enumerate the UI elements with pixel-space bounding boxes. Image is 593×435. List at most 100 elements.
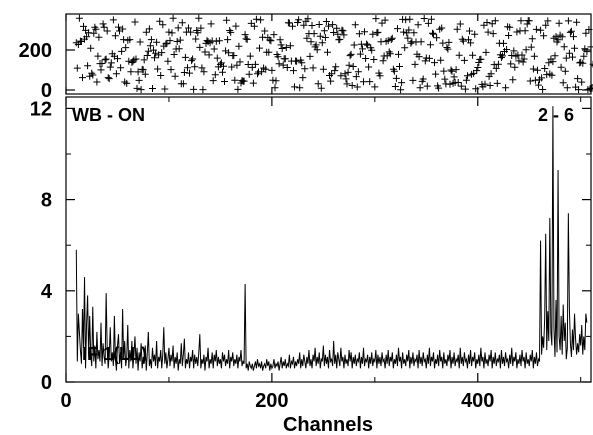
phase-point — [98, 60, 106, 67]
phase-point — [513, 28, 521, 36]
phase-point — [353, 83, 361, 91]
phase-point — [489, 30, 497, 38]
phase-point — [141, 70, 149, 78]
phase-point — [171, 72, 179, 80]
phase-point — [144, 47, 152, 55]
phase-point — [197, 24, 205, 32]
phase-point — [168, 29, 176, 37]
phase-point — [535, 81, 542, 89]
phase-point — [386, 50, 394, 58]
phase-point — [303, 34, 311, 42]
phase-point — [363, 40, 371, 48]
phase-point — [405, 26, 413, 34]
phase-point — [374, 28, 382, 36]
phase-point — [440, 67, 448, 75]
phase-point — [114, 55, 121, 63]
phase-point — [331, 67, 339, 75]
phase-point — [309, 64, 317, 72]
phase-point — [534, 66, 541, 74]
phase-point — [486, 82, 494, 89]
phase-point — [279, 61, 287, 69]
phase-point — [137, 86, 145, 94]
phase-point — [538, 74, 546, 82]
phase-point — [245, 70, 253, 78]
phase-point — [271, 84, 279, 92]
phase-point — [491, 17, 499, 25]
phase-point — [562, 54, 570, 62]
phase-point — [139, 66, 147, 74]
phase-point — [551, 52, 559, 60]
phase-point — [184, 64, 191, 72]
phase-point — [196, 43, 204, 51]
phase-point — [308, 22, 316, 29]
phase-point — [181, 53, 189, 61]
phase-point — [249, 79, 257, 87]
phase-point — [88, 69, 96, 77]
phase-point — [427, 15, 435, 23]
phase-point — [223, 16, 231, 24]
phase-point — [432, 70, 440, 78]
phase-point — [542, 21, 550, 29]
phase-point — [290, 67, 297, 75]
phase-point — [333, 24, 341, 32]
phase-point — [240, 77, 248, 85]
phase-point — [104, 74, 112, 82]
phase-point — [164, 57, 172, 65]
phase-point — [100, 23, 108, 31]
phase-point — [222, 47, 230, 55]
phase-point — [499, 52, 506, 60]
phase-point — [173, 38, 181, 45]
phase-point — [541, 65, 549, 72]
phase-point — [192, 35, 200, 43]
phase-point — [573, 18, 581, 26]
phase-point — [120, 36, 128, 44]
phase-point — [461, 85, 469, 93]
phase-point — [343, 80, 351, 88]
amplitude-axes: 0 4 8 12 0 200 400 — [30, 97, 591, 412]
phase-point — [313, 46, 321, 54]
phase-point — [135, 76, 143, 84]
phase-point — [424, 19, 432, 27]
phase-point — [306, 52, 314, 60]
phase-point — [304, 15, 312, 23]
phase-point — [526, 77, 534, 85]
phase-point — [267, 37, 275, 45]
phase-point — [368, 46, 376, 54]
phase-point — [212, 37, 220, 45]
phase-point — [509, 76, 517, 84]
phase-point — [471, 30, 479, 38]
phase-point — [464, 72, 471, 80]
annotation-baseline-pair: 2 - 6 — [538, 105, 574, 125]
phase-point — [396, 63, 403, 70]
phase-point — [73, 64, 81, 72]
phase-point — [410, 29, 418, 37]
phase-point — [268, 66, 276, 74]
phase-point — [545, 59, 553, 67]
phase-point — [585, 26, 593, 33]
phase-point — [540, 32, 548, 40]
phase-point — [362, 55, 370, 62]
phase-point — [134, 68, 142, 76]
phase-point — [117, 64, 125, 72]
phase-point — [554, 36, 562, 44]
phase-point — [322, 18, 330, 25]
phase-point — [162, 40, 170, 48]
phase-point — [515, 57, 523, 65]
phase-point — [75, 14, 83, 22]
phase-point — [152, 49, 160, 57]
phase-point — [344, 68, 352, 76]
phase-point — [317, 84, 325, 92]
phase-point — [254, 70, 261, 78]
phase-point — [258, 68, 266, 76]
phase-point — [582, 29, 590, 37]
phase-point — [388, 34, 396, 42]
phase-panel-frame — [65, 13, 592, 95]
phase-point — [226, 27, 234, 34]
phase-point — [460, 56, 468, 64]
phase-point — [398, 79, 406, 87]
phase-point — [105, 75, 113, 83]
phase-point — [348, 82, 356, 89]
phase-point — [289, 22, 296, 30]
phase-point — [458, 35, 466, 43]
phase-point — [187, 28, 195, 36]
